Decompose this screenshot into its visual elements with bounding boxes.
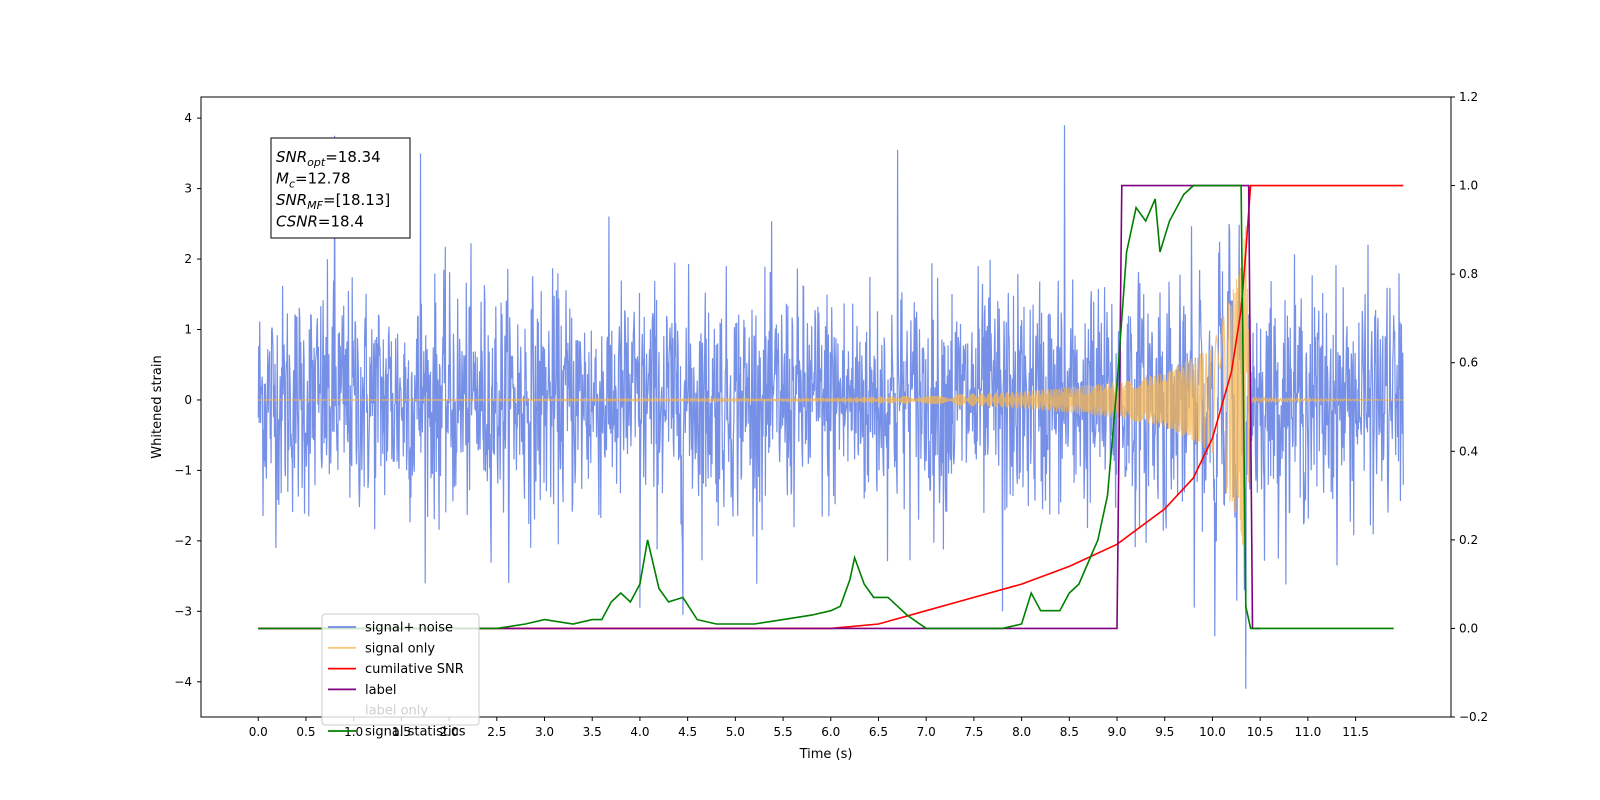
x-tick-label: 6.0 <box>821 725 840 739</box>
x-tick-label: 0.0 <box>249 725 268 739</box>
series-signal-plus-noise <box>257 125 1404 689</box>
y-right-tick-label: 0.0 <box>1459 621 1478 635</box>
x-axis-label: Time (s) <box>799 747 853 762</box>
x-tick-label: 9.0 <box>1107 725 1126 739</box>
annotation-line: SNRMF=[18.13] <box>276 191 390 212</box>
x-tick-label: 10.0 <box>1199 725 1226 739</box>
y-right-tick-label: 1.2 <box>1459 90 1478 104</box>
y-left-tick-label: −1 <box>174 463 192 477</box>
x-tick-label: 8.0 <box>1012 725 1031 739</box>
x-tick-label: 10.5 <box>1247 725 1274 739</box>
y-axis-left: 4 3 2 1 0 −1 −2 −3 −4 <box>174 111 201 689</box>
y-left-tick-label: 1 <box>184 323 192 337</box>
legend-frame <box>321 613 480 726</box>
annotation-line: CSNR=18.4 <box>276 213 364 231</box>
x-tick-label: 7.5 <box>964 725 983 739</box>
x-tick-label: 2.0 <box>440 725 459 739</box>
annotation-frame <box>270 137 411 239</box>
x-tick-label: 1.0 <box>344 725 363 739</box>
series-cumilative-snr <box>258 184 1404 630</box>
y-right-tick-label: 0.8 <box>1459 267 1478 281</box>
y-left-tick-label: −4 <box>174 675 192 689</box>
x-tick-label: 9.5 <box>1155 725 1174 739</box>
legend-entry: label only <box>365 704 428 719</box>
y-axis-label: Whitened strain <box>150 355 165 458</box>
y-right-tick-label: 1.0 <box>1459 179 1478 193</box>
y-right-tick-label: −0.2 <box>1459 710 1488 724</box>
x-tick-label: 2.5 <box>487 725 506 739</box>
x-tick-label: 4.5 <box>678 725 697 739</box>
annotation-box: SNRopt=18.34Mc=12.78SNRMF=[18.13]CSNR=18… <box>270 137 411 239</box>
x-axis: 0.0 0.5 1.0 1.5 2.0 2.5 3.0 3.5 4.0 4.5 5.0 5.5 6.0 6… <box>249 717 1369 739</box>
legend-entry: label <box>365 683 396 698</box>
y-axis-right: 1.2 1.0 0.8 0.6 0.4 0.2 0.0 −0.2 <box>1451 90 1488 724</box>
x-tick-label: 4.0 <box>630 725 649 739</box>
x-tick-label: 8.5 <box>1060 725 1079 739</box>
y-left-tick-label: −2 <box>174 534 192 548</box>
x-tick-label: 5.5 <box>774 725 793 739</box>
legend-entry: signal+ noise <box>365 621 453 636</box>
x-tick-label: 11.5 <box>1342 725 1369 739</box>
y-left-tick-label: −3 <box>174 604 192 618</box>
y-left-tick-label: 4 <box>184 111 192 125</box>
legend: signal+ noise signal only cumilative SNR la… <box>321 613 480 740</box>
plot-frame <box>200 96 1452 718</box>
y-right-tick-label: 0.2 <box>1459 533 1478 547</box>
x-tick-label: 11.0 <box>1295 725 1322 739</box>
y-left-tick-label: 0 <box>184 393 192 407</box>
x-tick-label: 5.0 <box>726 725 745 739</box>
x-tick-label: 3.0 <box>535 725 554 739</box>
x-tick-label: 1.5 <box>392 725 411 739</box>
x-tick-label: 7.0 <box>917 725 936 739</box>
y-right-tick-label: 0.4 <box>1459 444 1478 458</box>
series-signal-statistics <box>258 184 1394 630</box>
series-signal-only <box>258 225 1404 549</box>
y-left-tick-label: 2 <box>184 252 192 266</box>
legend-entry: signal statistics <box>365 725 466 740</box>
y-right-tick-label: 0.6 <box>1459 356 1478 370</box>
annotation-line: SNRopt=18.34 <box>276 148 381 169</box>
legend-entry: cumilative SNR <box>365 662 464 677</box>
series-layer <box>257 125 1404 689</box>
y-left-tick-label: 3 <box>184 182 192 196</box>
x-tick-label: 0.5 <box>296 725 315 739</box>
x-tick-label: 3.5 <box>583 725 602 739</box>
legend-entry: signal only <box>365 641 435 656</box>
x-tick-label: 6.5 <box>869 725 888 739</box>
annotation-line: Mc=12.78 <box>276 170 351 191</box>
